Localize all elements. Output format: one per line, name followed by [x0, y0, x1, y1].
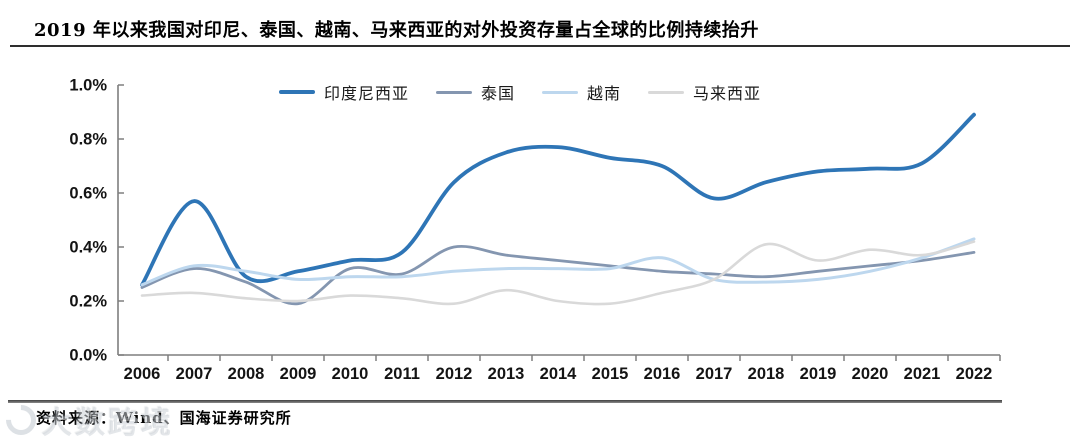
footer-divider — [8, 400, 1002, 403]
x-axis-label: 2014 — [540, 365, 578, 383]
x-axis-label: 2015 — [592, 365, 629, 383]
legend-line-icon — [542, 90, 578, 94]
y-axis-label: 0.8% — [69, 131, 107, 149]
title-underline — [10, 45, 1070, 47]
x-axis-label: 2007 — [176, 365, 213, 383]
x-axis-label: 2008 — [228, 365, 265, 383]
chart-legend: 印度尼西亚 泰国 越南 马来西亚 — [0, 80, 1040, 104]
y-axis-label: 0.0% — [69, 347, 107, 365]
legend-line-icon — [648, 90, 685, 94]
legend-item-vietnam: 越南 — [542, 80, 621, 104]
x-axis-label: 2013 — [488, 365, 525, 383]
legend-label: 泰国 — [480, 84, 515, 103]
x-axis-label: 2011 — [384, 365, 420, 383]
y-axis-label: 0.2% — [69, 293, 107, 311]
x-axis-label: 2022 — [956, 365, 993, 383]
x-axis-label: 2019 — [800, 365, 837, 383]
series-line-vietnam — [140, 237, 976, 287]
x-axis-label: 2012 — [436, 365, 473, 383]
y-axis-label: 0.4% — [69, 239, 107, 257]
x-axis-label: 2010 — [332, 365, 369, 383]
legend-line-icon — [278, 90, 315, 94]
x-axis-label: 2017 — [696, 365, 733, 383]
legend-label: 印度尼西亚 — [323, 84, 409, 103]
source-text: 资料来源：Wind、国海证券研究所 — [36, 409, 292, 427]
legend-line-icon — [435, 90, 472, 94]
x-axis-label: 2018 — [748, 365, 785, 383]
legend-item-indonesia: 印度尼西亚 — [278, 80, 409, 104]
x-axis-label: 2021 — [904, 365, 941, 383]
legend-label: 越南 — [587, 84, 622, 103]
legend-item-malaysia: 马来西亚 — [648, 80, 761, 104]
y-axis-label: 1.0% — [69, 77, 107, 95]
series-line-malaysia — [140, 240, 976, 306]
x-axis-label: 2020 — [852, 365, 889, 383]
y-axis-label: 0.6% — [69, 185, 107, 203]
x-axis-label: 2006 — [124, 365, 161, 383]
page-title: 2019 年以来我国对印尼、泰国、越南、马来西亚的对外投资存量占全球的比例持续抬… — [34, 20, 759, 41]
legend-label: 马来西亚 — [693, 84, 762, 103]
legend-item-thailand: 泰国 — [435, 80, 515, 104]
x-axis-label: 2016 — [644, 365, 681, 383]
x-axis-label: 2009 — [280, 365, 317, 383]
series-line-indonesia — [140, 112, 976, 287]
